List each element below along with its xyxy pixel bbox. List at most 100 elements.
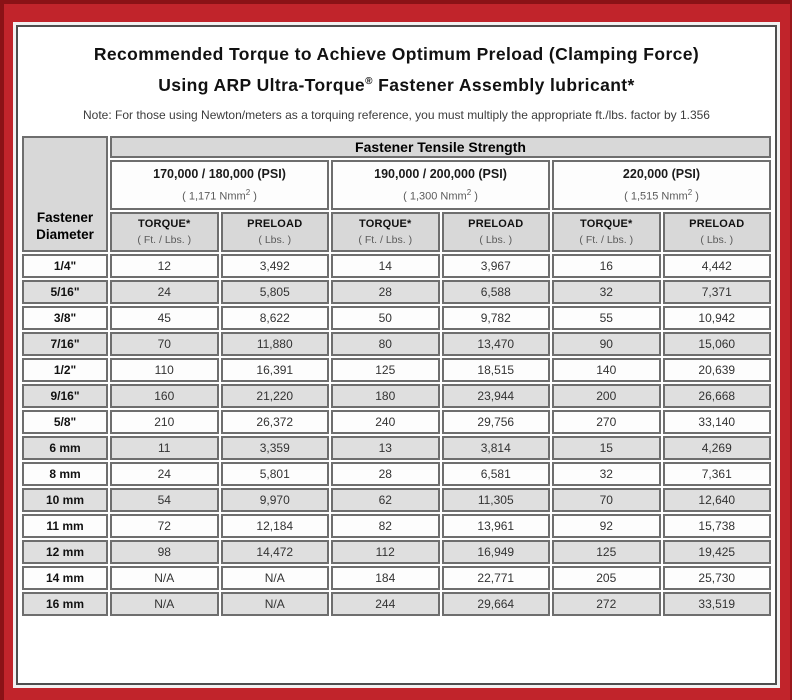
row-diameter-label: 5/16": [22, 279, 108, 304]
preload-value-cell: 8,622: [220, 305, 329, 330]
torque-value-cell: 240: [331, 409, 440, 434]
row-diameter-label: 16 mm: [22, 591, 108, 616]
preload-value-cell: N/A: [220, 565, 329, 590]
tensile-strength-row: Fastener Diameter Fastener Tensile Stren…: [22, 135, 771, 252]
preload-value-cell: 25,730: [662, 565, 771, 590]
row-diameter-label: 14 mm: [22, 565, 108, 590]
preload-value-cell: 18,515: [441, 357, 550, 382]
preload-value-cell: N/A: [220, 591, 329, 616]
strength-group-190-200: 190,000 / 200,000 (PSI) ( 1,300 Nmm2 ): [331, 159, 550, 210]
preload-value-cell: 6,588: [441, 279, 550, 304]
torque-value-cell: 13: [331, 435, 440, 460]
row-diameter-label: 1/4": [22, 253, 108, 278]
preload-value-cell: 15,060: [662, 331, 771, 356]
preload-value-cell: 12,640: [662, 487, 771, 512]
preload-value-cell: 5,805: [220, 279, 329, 304]
preload-value-cell: 12,184: [220, 513, 329, 538]
strength-group-170-180: 170,000 / 180,000 (PSI) ( 1,171 Nmm2 ): [110, 159, 329, 210]
torque-value-cell: 244: [331, 591, 440, 616]
torque-value-cell: 54: [110, 487, 219, 512]
torque-value-cell: 140: [552, 357, 661, 382]
frame-right-edge: [790, 0, 792, 700]
fastener-diameter-header: Fastener Diameter: [22, 135, 108, 252]
torque-spec-table: Fastener Diameter Fastener Tensile Stren…: [20, 133, 773, 618]
row-diameter-label: 10 mm: [22, 487, 108, 512]
preload-value-cell: 6,581: [441, 461, 550, 486]
chart-page: Recommended Torque to Achieve Optimum Pr…: [16, 25, 777, 685]
torque-value-cell: 160: [110, 383, 219, 408]
registered-trademark-symbol: ®: [365, 76, 373, 87]
torque-column-header: TORQUE* ( Ft. / Lbs. ): [552, 211, 661, 252]
torque-value-cell: 70: [552, 487, 661, 512]
torque-value-cell: 24: [110, 279, 219, 304]
nmm-label: ( 1,300 Nmm2 ): [403, 188, 478, 203]
row-diameter-label: 7/16": [22, 331, 108, 356]
torque-value-cell: 15: [552, 435, 661, 460]
table-row: 1/4" 12 3,492 14 3,967 16 4,442: [22, 253, 771, 278]
preload-value-cell: 3,967: [441, 253, 550, 278]
torque-column-header: TORQUE* ( Ft. / Lbs. ): [110, 211, 219, 252]
row-diameter-label: 11 mm: [22, 513, 108, 538]
row-diameter-label: 6 mm: [22, 435, 108, 460]
frame-left-edge: [0, 0, 4, 700]
preload-value-cell: 10,942: [662, 305, 771, 330]
fastener-diameter-header-line1: Fastener: [36, 209, 94, 225]
preload-value-cell: 7,371: [662, 279, 771, 304]
preload-value-cell: 9,970: [220, 487, 329, 512]
torque-value-cell: 28: [331, 461, 440, 486]
preload-column-header: PRELOAD ( Lbs. ): [220, 211, 329, 252]
preload-value-cell: 9,782: [441, 305, 550, 330]
row-diameter-label: 5/8": [22, 409, 108, 434]
table-row: 3/8" 45 8,622 50 9,782 55 10,942: [22, 305, 771, 330]
torque-value-cell: 92: [552, 513, 661, 538]
preload-value-cell: 21,220: [220, 383, 329, 408]
preload-value-cell: 29,756: [441, 409, 550, 434]
preload-value-cell: 26,668: [662, 383, 771, 408]
torque-value-cell: 200: [552, 383, 661, 408]
torque-value-cell: 98: [110, 539, 219, 564]
torque-value-cell: 32: [552, 279, 661, 304]
torque-value-cell: 16: [552, 253, 661, 278]
table-row: 7/16" 70 11,880 80 13,470 90 15,060: [22, 331, 771, 356]
preload-value-cell: 22,771: [441, 565, 550, 590]
table-row: 6 mm 11 3,359 13 3,814 15 4,269: [22, 435, 771, 460]
preload-value-cell: 16,949: [441, 539, 550, 564]
preload-value-cell: 26,372: [220, 409, 329, 434]
torque-value-cell: N/A: [110, 565, 219, 590]
torque-value-cell: 210: [110, 409, 219, 434]
torque-value-cell: 50: [331, 305, 440, 330]
torque-value-cell: 11: [110, 435, 219, 460]
torque-value-cell: 72: [110, 513, 219, 538]
torque-value-cell: 112: [331, 539, 440, 564]
torque-value-cell: 32: [552, 461, 661, 486]
psi-label: 220,000 (PSI): [622, 167, 701, 181]
row-diameter-label: 12 mm: [22, 539, 108, 564]
table-row: 5/16" 24 5,805 28 6,588 32 7,371: [22, 279, 771, 304]
frame-top-edge: [0, 0, 792, 4]
preload-value-cell: 3,359: [220, 435, 329, 460]
torque-column-header: TORQUE* ( Ft. / Lbs. ): [331, 211, 440, 252]
preload-value-cell: 13,961: [441, 513, 550, 538]
table-row: 10 mm 54 9,970 62 11,305 70 12,640: [22, 487, 771, 512]
table-row: 12 mm 98 14,472 112 16,949 125 19,425: [22, 539, 771, 564]
conversion-note: Note: For those using Newton/meters as a…: [83, 107, 710, 122]
preload-value-cell: 3,814: [441, 435, 550, 460]
page-title-line2: Using ARP Ultra-Torque® Fastener Assembl…: [26, 68, 767, 99]
nmm-label: ( 1,515 Nmm2 ): [624, 188, 699, 203]
row-diameter-label: 3/8": [22, 305, 108, 330]
row-diameter-label: 9/16": [22, 383, 108, 408]
preload-value-cell: 29,664: [441, 591, 550, 616]
table-row: 9/16" 160 21,220 180 23,944 200 26,668: [22, 383, 771, 408]
torque-value-cell: 110: [110, 357, 219, 382]
torque-value-cell: 125: [552, 539, 661, 564]
preload-value-cell: 3,492: [220, 253, 329, 278]
torque-value-cell: 55: [552, 305, 661, 330]
torque-value-cell: 90: [552, 331, 661, 356]
torque-value-cell: 70: [110, 331, 219, 356]
torque-value-cell: 270: [552, 409, 661, 434]
torque-value-cell: 180: [331, 383, 440, 408]
torque-value-cell: 45: [110, 305, 219, 330]
torque-value-cell: 28: [331, 279, 440, 304]
torque-value-cell: 14: [331, 253, 440, 278]
preload-value-cell: 4,442: [662, 253, 771, 278]
